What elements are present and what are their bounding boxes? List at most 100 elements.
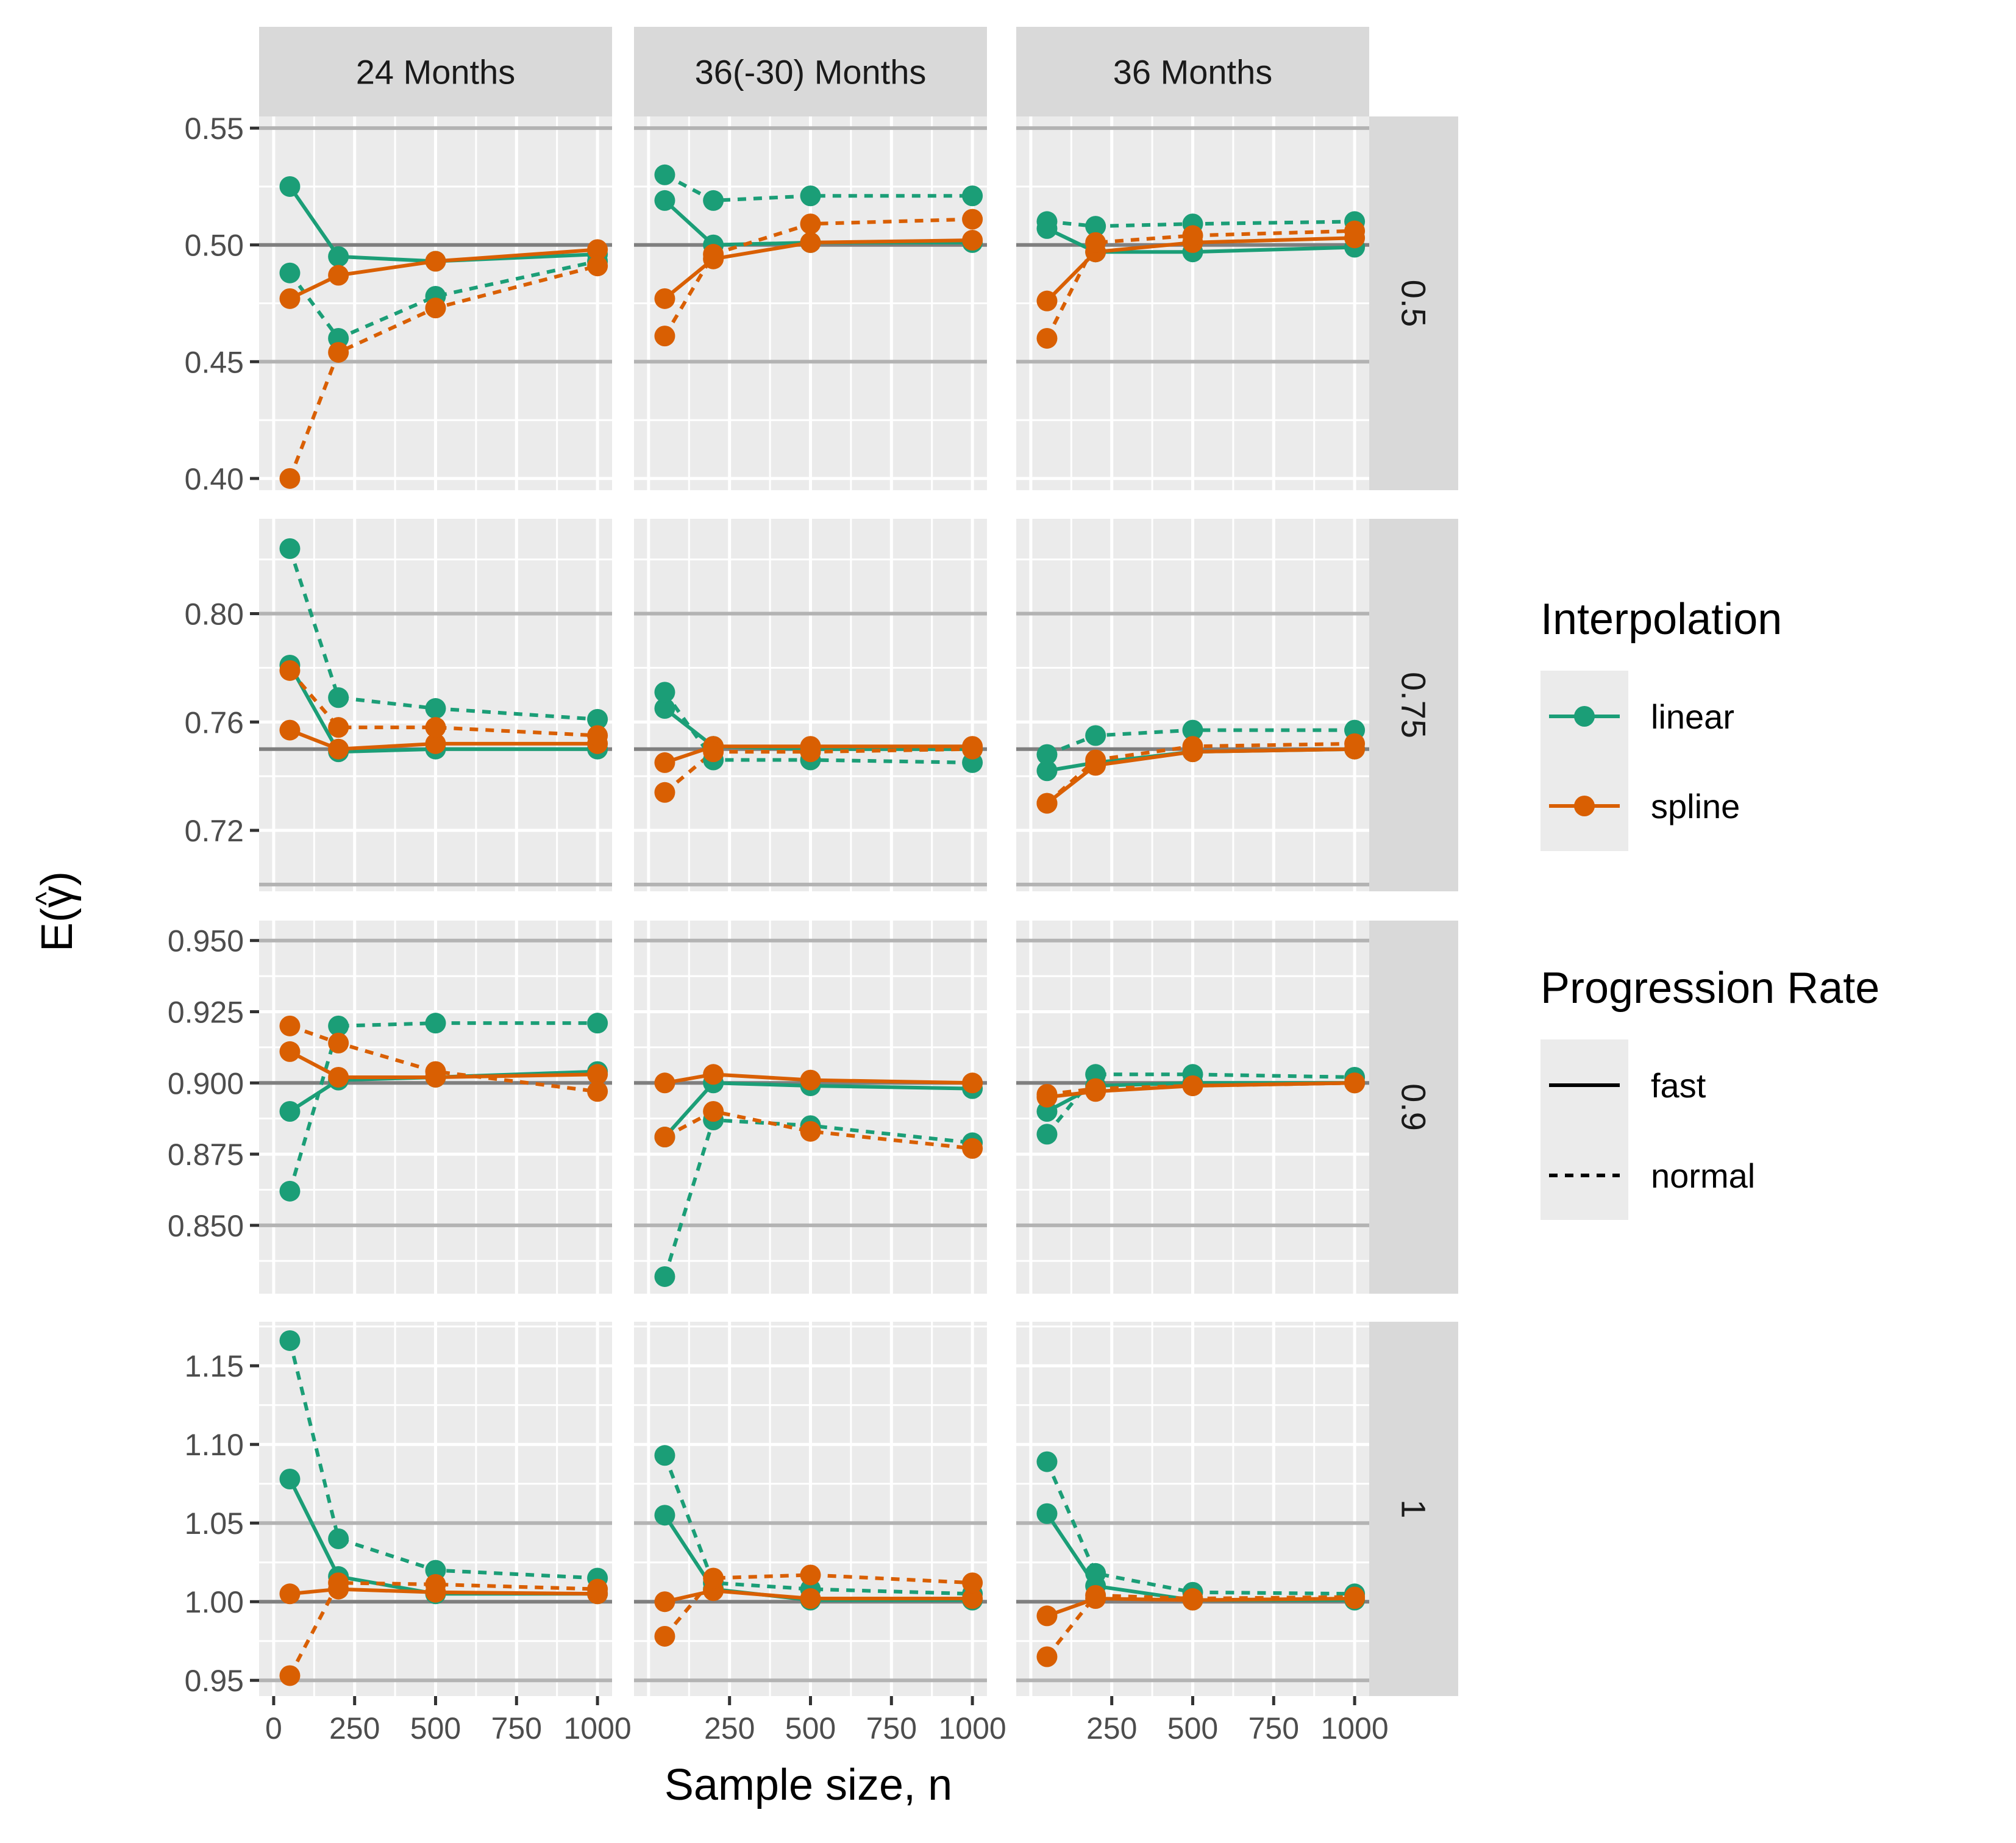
data-point-linear-normal [654,1445,675,1466]
data-point-spline-normal [962,209,983,230]
data-point-linear-normal [962,185,983,207]
panel [1016,921,1369,1294]
x-tick-label: 500 [785,1711,836,1745]
data-point-spline-normal [1344,733,1366,754]
series-line-spline-fast [664,1589,973,1604]
data-point-spline-fast [962,230,983,251]
data-point-linear-normal [1085,725,1106,746]
data-point-linear-normal [328,687,349,708]
row-strip-label: 0.5 [1395,280,1433,327]
x-tick-label: 0 [265,1711,282,1745]
series-line-linear-normal [664,173,973,202]
data-point-linear-normal [1085,1064,1106,1085]
data-point-spline-normal [703,741,724,763]
panel [259,519,612,891]
data-point-spline-fast [328,738,349,760]
series-line-linear-normal [1045,1072,1355,1136]
data-point-spline-fast [962,1072,983,1094]
panel [259,1322,612,1696]
data-point-spline-normal [654,782,675,803]
data-point-spline-normal [279,468,301,489]
panel [259,116,612,490]
series-line-spline-fast [290,1587,598,1596]
x-tick-label: 750 [491,1711,542,1745]
row-strip [1369,1322,1458,1696]
panel [634,116,987,490]
column-strip [259,27,612,116]
data-point-spline-normal [654,1625,675,1647]
data-point-spline-normal [1085,232,1106,253]
data-point-spline-fast [279,288,301,309]
panel [1016,519,1369,891]
y-tick-label: 0.850 [168,1209,244,1243]
data-point-spline-normal [703,1101,724,1122]
data-point-linear-fast [1036,1101,1058,1122]
data-point-linear-normal [425,1013,446,1034]
series-line-spline-normal [1045,229,1355,340]
row-strip [1369,519,1458,891]
data-point-linear-fast [1036,1503,1058,1524]
legend-spline-label: spline [1651,787,1740,825]
y-tick-label: 1.15 [185,1349,244,1383]
x-axis-title: Sample size, n [664,1761,952,1809]
series-line-spline-normal [663,217,973,337]
legend-rate-title: Progression Rate [1540,964,1879,1013]
column-strip-label: 36 Months [1113,53,1273,91]
y-tick-label: 0.76 [185,705,244,740]
series-line-linear-normal [663,691,973,765]
data-point-spline-fast [425,733,446,754]
data-point-spline-fast [703,1064,724,1085]
series-line-spline-fast [1045,236,1355,302]
y-tick-label: 0.80 [185,597,244,632]
data-point-linear-normal [279,538,301,559]
data-point-linear-normal [1036,744,1058,765]
data-point-spline-fast [1036,290,1058,312]
series-line-linear-fast [288,185,598,263]
panel [634,519,987,891]
row-strip [1369,116,1458,490]
column-strip [634,27,987,116]
row-strip [1369,921,1458,1294]
legend-linear-point [1574,706,1595,727]
data-point-spline-normal [425,1574,446,1595]
y-tick-label: 0.55 [185,112,244,146]
panel [259,921,612,1294]
data-point-spline-normal [654,1127,675,1148]
series-line-spline-fast [664,1072,973,1085]
data-point-spline-fast [654,1591,675,1613]
data-point-spline-fast [425,251,446,272]
x-tick-label: 250 [1086,1711,1137,1745]
y-axis-title: E(γ) [33,871,82,952]
column-strip [1016,27,1369,116]
row-strip-label: 0.75 [1395,672,1433,738]
data-point-spline-normal [1344,1072,1366,1094]
panel [1016,116,1369,490]
data-point-spline-fast [962,1588,983,1610]
data-point-spline-normal [703,1567,724,1589]
data-point-linear-fast [1036,760,1058,782]
panel [634,1322,987,1696]
series-line-linear-normal [288,1021,598,1192]
data-point-linear-normal [425,698,446,719]
data-point-spline-normal [587,255,608,277]
data-point-spline-fast [328,1066,349,1088]
data-point-spline-normal [800,1564,821,1586]
series-line-linear-normal [1047,219,1355,229]
data-point-spline-normal [1344,1586,1366,1608]
y-tick-label: 1.05 [185,1506,244,1541]
data-point-spline-normal [1036,1646,1058,1667]
data-point-linear-fast [654,190,675,211]
x-tick-label: 500 [1167,1711,1218,1745]
y-tick-label: 0.72 [185,814,244,848]
data-point-spline-fast [800,232,821,253]
series-line-linear-fast [663,1081,973,1139]
data-point-spline-fast [279,1041,301,1062]
data-point-linear-fast [279,176,301,197]
series-line-linear-fast [1046,227,1355,254]
x-tick-label: 1000 [1320,1711,1388,1745]
series-line-spline-normal [288,264,598,479]
series-line-linear-normal [288,259,598,341]
series-line-linear-normal [288,1340,598,1580]
x-tick-label: 500 [410,1711,461,1745]
